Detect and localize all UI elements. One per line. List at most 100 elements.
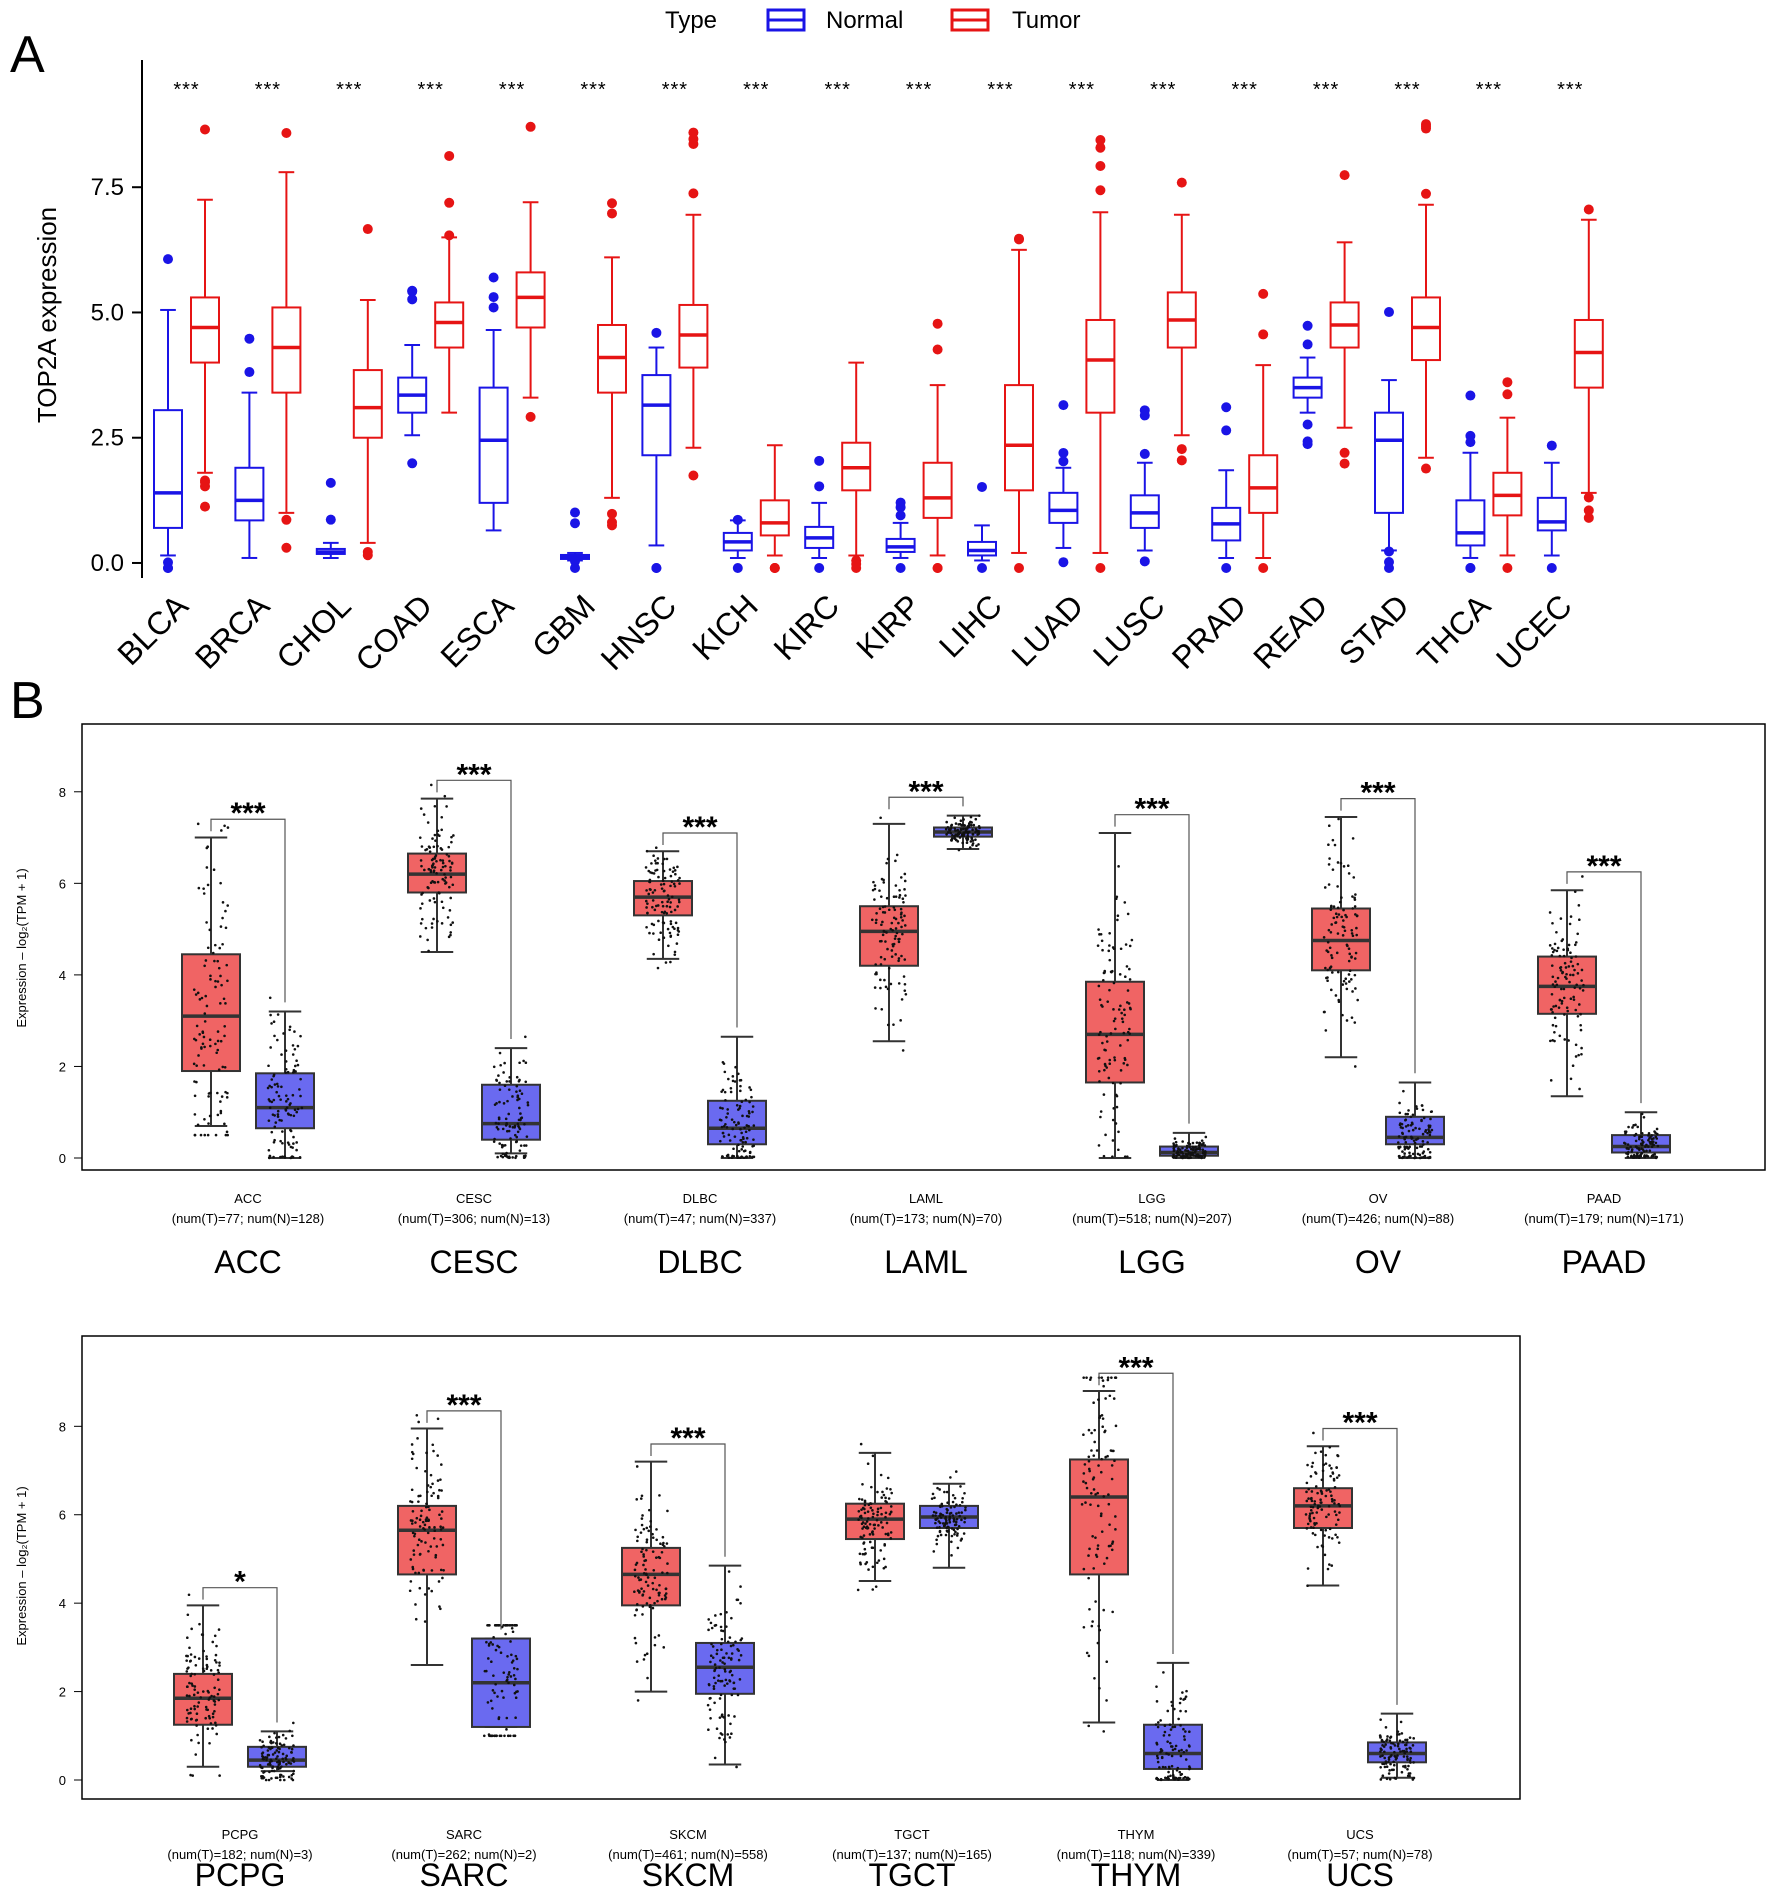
panel-b-bottom-normal-point bbox=[710, 1642, 713, 1646]
panel-b-top-normal-point bbox=[974, 831, 977, 834]
panel-b-top-normal-point bbox=[740, 1131, 743, 1135]
panel-b-top-normal-point bbox=[954, 838, 958, 842]
panel-b-top-tumor-point bbox=[871, 888, 875, 892]
panel-a-normal-outlier bbox=[651, 327, 662, 338]
panel-b-bottom-tumor-point bbox=[1325, 1515, 1328, 1519]
panel-b-bottom-tumor-point bbox=[189, 1717, 193, 1721]
panel-b-top-tumor-point bbox=[1098, 998, 1102, 1001]
panel-b-bottom-tumor-point bbox=[871, 1588, 875, 1591]
panel-b-bottom-normal-point bbox=[1171, 1725, 1174, 1729]
panel-b-top-tumor-point bbox=[892, 895, 896, 898]
panel-b-top-normal-point bbox=[502, 1071, 505, 1074]
panel-b-bottom-tumor-point bbox=[417, 1494, 420, 1498]
panel-b-top-tumor-point bbox=[199, 1133, 203, 1137]
panel-b-bottom-normal-point bbox=[964, 1506, 967, 1509]
panel-b-top-tumor-point bbox=[1324, 966, 1327, 970]
panel-b-bottom-normal-point bbox=[282, 1778, 286, 1782]
panel-b-top-tumor-point bbox=[1578, 1003, 1581, 1006]
panel-b-bottom-y-tick-label: 8 bbox=[59, 1419, 66, 1434]
panel-b-bottom-normal-point bbox=[280, 1744, 284, 1747]
panel-b-bottom-tumor-point bbox=[1111, 1542, 1114, 1545]
panel-b-bottom-tumor-point bbox=[1095, 1449, 1099, 1452]
panel-b-top-tumor-point bbox=[432, 897, 436, 900]
panel-b-top-normal-point bbox=[285, 1106, 289, 1110]
panel-b-bottom-tumor-point bbox=[884, 1511, 888, 1515]
panel-b-top-tumor-point bbox=[663, 876, 667, 880]
panel-b-bottom-tumor-point bbox=[870, 1485, 873, 1489]
panel-b-top-tumor-point bbox=[217, 1068, 221, 1072]
panel-b-bottom-tumor-point bbox=[644, 1580, 648, 1584]
panel-b-bottom-tumor-point bbox=[1336, 1535, 1339, 1539]
panel-b-top-tumor-point bbox=[653, 859, 657, 862]
panel-b-bottom-tumor-point bbox=[435, 1545, 439, 1548]
panel-b-bottom-tumor-box-iqr bbox=[621, 1546, 681, 1607]
panel-b-bottom-normal-point bbox=[719, 1642, 723, 1646]
panel-b-top-tumor-point bbox=[1579, 1028, 1583, 1032]
panel-b-top-tumor-point bbox=[874, 963, 877, 966]
panel-b-bottom-normal-point bbox=[1180, 1772, 1184, 1776]
panel-b-bottom-normal-point bbox=[707, 1618, 710, 1621]
panel-b-top-normal-point bbox=[498, 1088, 502, 1091]
panel-b-top-tumor-point bbox=[644, 899, 648, 903]
panel-b-top-tumor-point bbox=[663, 889, 666, 893]
panel-b-top-tumor-point bbox=[1116, 918, 1119, 922]
panel-b-top-normal-point bbox=[268, 996, 272, 1000]
panel-b-top-tumor-point bbox=[671, 925, 675, 929]
panel-b-bottom-tumor-point bbox=[189, 1659, 193, 1663]
panel-b-bottom-tumor-point bbox=[645, 1652, 649, 1655]
panel-b-bottom-normal-point bbox=[1406, 1767, 1409, 1771]
panel-b-bottom-normal-point bbox=[510, 1626, 514, 1630]
panel-b-bottom-normal-point bbox=[1390, 1768, 1394, 1772]
panel-a-normal-outlier bbox=[325, 477, 336, 488]
panel-b-top-tumor-point bbox=[1112, 947, 1116, 950]
panel-b-bottom-normal-point bbox=[1174, 1744, 1178, 1748]
panel-b-bottom-tumor-point bbox=[1309, 1475, 1313, 1478]
panel-b-top-group-name-small: LGG bbox=[1138, 1191, 1165, 1206]
panel-b-top-tumor-point bbox=[1117, 1130, 1120, 1134]
panel-b-top-normal-point bbox=[1181, 1156, 1184, 1160]
panel-b-bottom-normal-point bbox=[1393, 1754, 1396, 1758]
panel-b-top-tumor-point bbox=[1550, 992, 1554, 996]
panel-b-bottom-tumor-point bbox=[1319, 1450, 1323, 1453]
panel-b-top-tumor-point bbox=[1102, 1154, 1106, 1158]
panel-b-bottom-tumor-point bbox=[1328, 1527, 1332, 1531]
panel-b-top-tumor-point bbox=[1336, 885, 1339, 888]
panel-b-bottom-tumor-point bbox=[1327, 1505, 1331, 1508]
panel-b-bottom-normal-point bbox=[506, 1655, 509, 1658]
panel-b-top-normal-point bbox=[1171, 1155, 1175, 1159]
panel-b-bottom-normal-point bbox=[714, 1681, 717, 1685]
panel-b-bottom-normal-point bbox=[258, 1738, 262, 1742]
panel-a-normal-box-iqr bbox=[1048, 491, 1079, 524]
panel-b-top-tumor-box bbox=[1311, 815, 1371, 1059]
panel-b-bottom-tumor-point bbox=[216, 1678, 220, 1682]
panel-a-tumor-box bbox=[1166, 213, 1197, 437]
panel-b-top-tumor-point bbox=[1571, 973, 1575, 977]
panel-b-bottom-normal-point bbox=[1387, 1772, 1391, 1775]
panel-a-normal-outlier bbox=[1384, 546, 1394, 557]
panel-b-bottom-normal-point bbox=[732, 1687, 736, 1690]
panel-b-bottom-normal-point bbox=[281, 1757, 285, 1761]
panel-b-bottom-group-counts: (num(T)=118; num(N)=339) bbox=[1057, 1847, 1216, 1862]
panel-b-top-normal-point bbox=[1407, 1109, 1410, 1112]
panel-a-tumor-outlier bbox=[1095, 161, 1106, 172]
panel-b-top-normal-point bbox=[719, 1106, 722, 1110]
panel-b-top-tumor-point bbox=[449, 933, 452, 937]
panel-b-top-tumor-point bbox=[652, 932, 655, 935]
panel-b-top-tumor-point bbox=[1569, 960, 1573, 963]
panel-b-top-normal-point bbox=[1420, 1119, 1423, 1123]
panel-b-bottom-tumor-point bbox=[656, 1599, 659, 1603]
panel-b-top-tumor-point bbox=[648, 878, 652, 882]
panel-b-bottom-normal-point bbox=[1396, 1744, 1400, 1748]
panel-b-bottom-tumor-point bbox=[651, 1587, 655, 1591]
panel-b-top-tumor-point bbox=[224, 1133, 228, 1137]
panel-b-bottom-sig-bracket bbox=[650, 1443, 726, 1557]
panel-b-bottom-normal-point bbox=[1171, 1748, 1175, 1752]
panel-b-bottom-tumor-point bbox=[415, 1516, 419, 1520]
panel-b-bottom-normal-point bbox=[932, 1510, 936, 1514]
panel-b-top-tumor-point bbox=[202, 887, 205, 890]
panel-b-top-normal-point bbox=[1203, 1155, 1206, 1159]
panel-b-bottom-tumor-point bbox=[206, 1727, 210, 1731]
panel-b-bottom-group-name-small: SKCM bbox=[669, 1827, 707, 1842]
panel-b-top-tumor-point bbox=[651, 905, 654, 909]
panel-b-top-sig-label: *** bbox=[908, 775, 943, 808]
